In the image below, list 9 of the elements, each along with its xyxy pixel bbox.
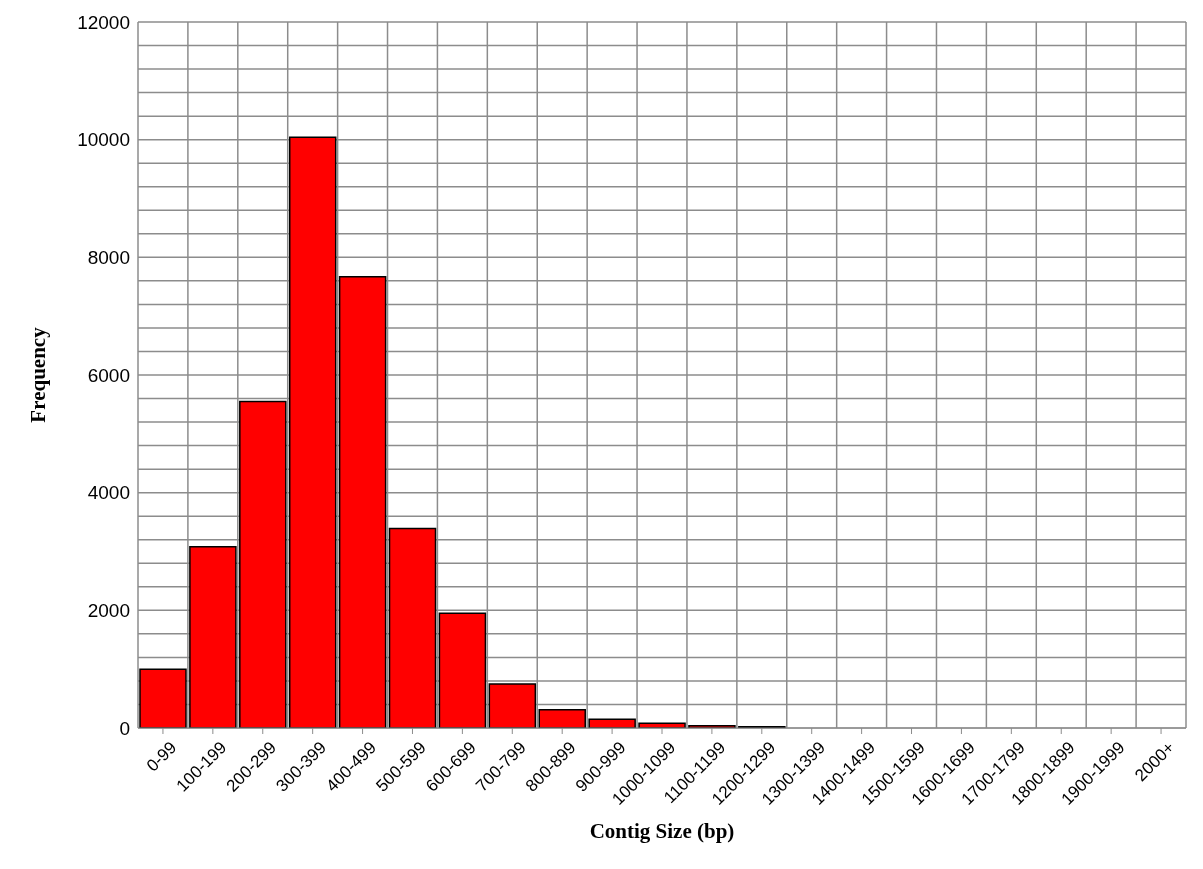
x-axis-title: Contig Size (bp) bbox=[589, 819, 735, 843]
y-tick-label: 0 bbox=[119, 717, 130, 739]
y-tick-label: 6000 bbox=[87, 364, 130, 386]
y-axis-title: Frequency bbox=[26, 326, 51, 423]
y-tick-label: 4000 bbox=[87, 482, 130, 504]
y-tick-label: 10000 bbox=[77, 129, 130, 151]
y-tick-label: 8000 bbox=[87, 247, 130, 269]
y-tick-label: 12000 bbox=[77, 11, 130, 33]
y-tick-label: 2000 bbox=[87, 600, 130, 622]
